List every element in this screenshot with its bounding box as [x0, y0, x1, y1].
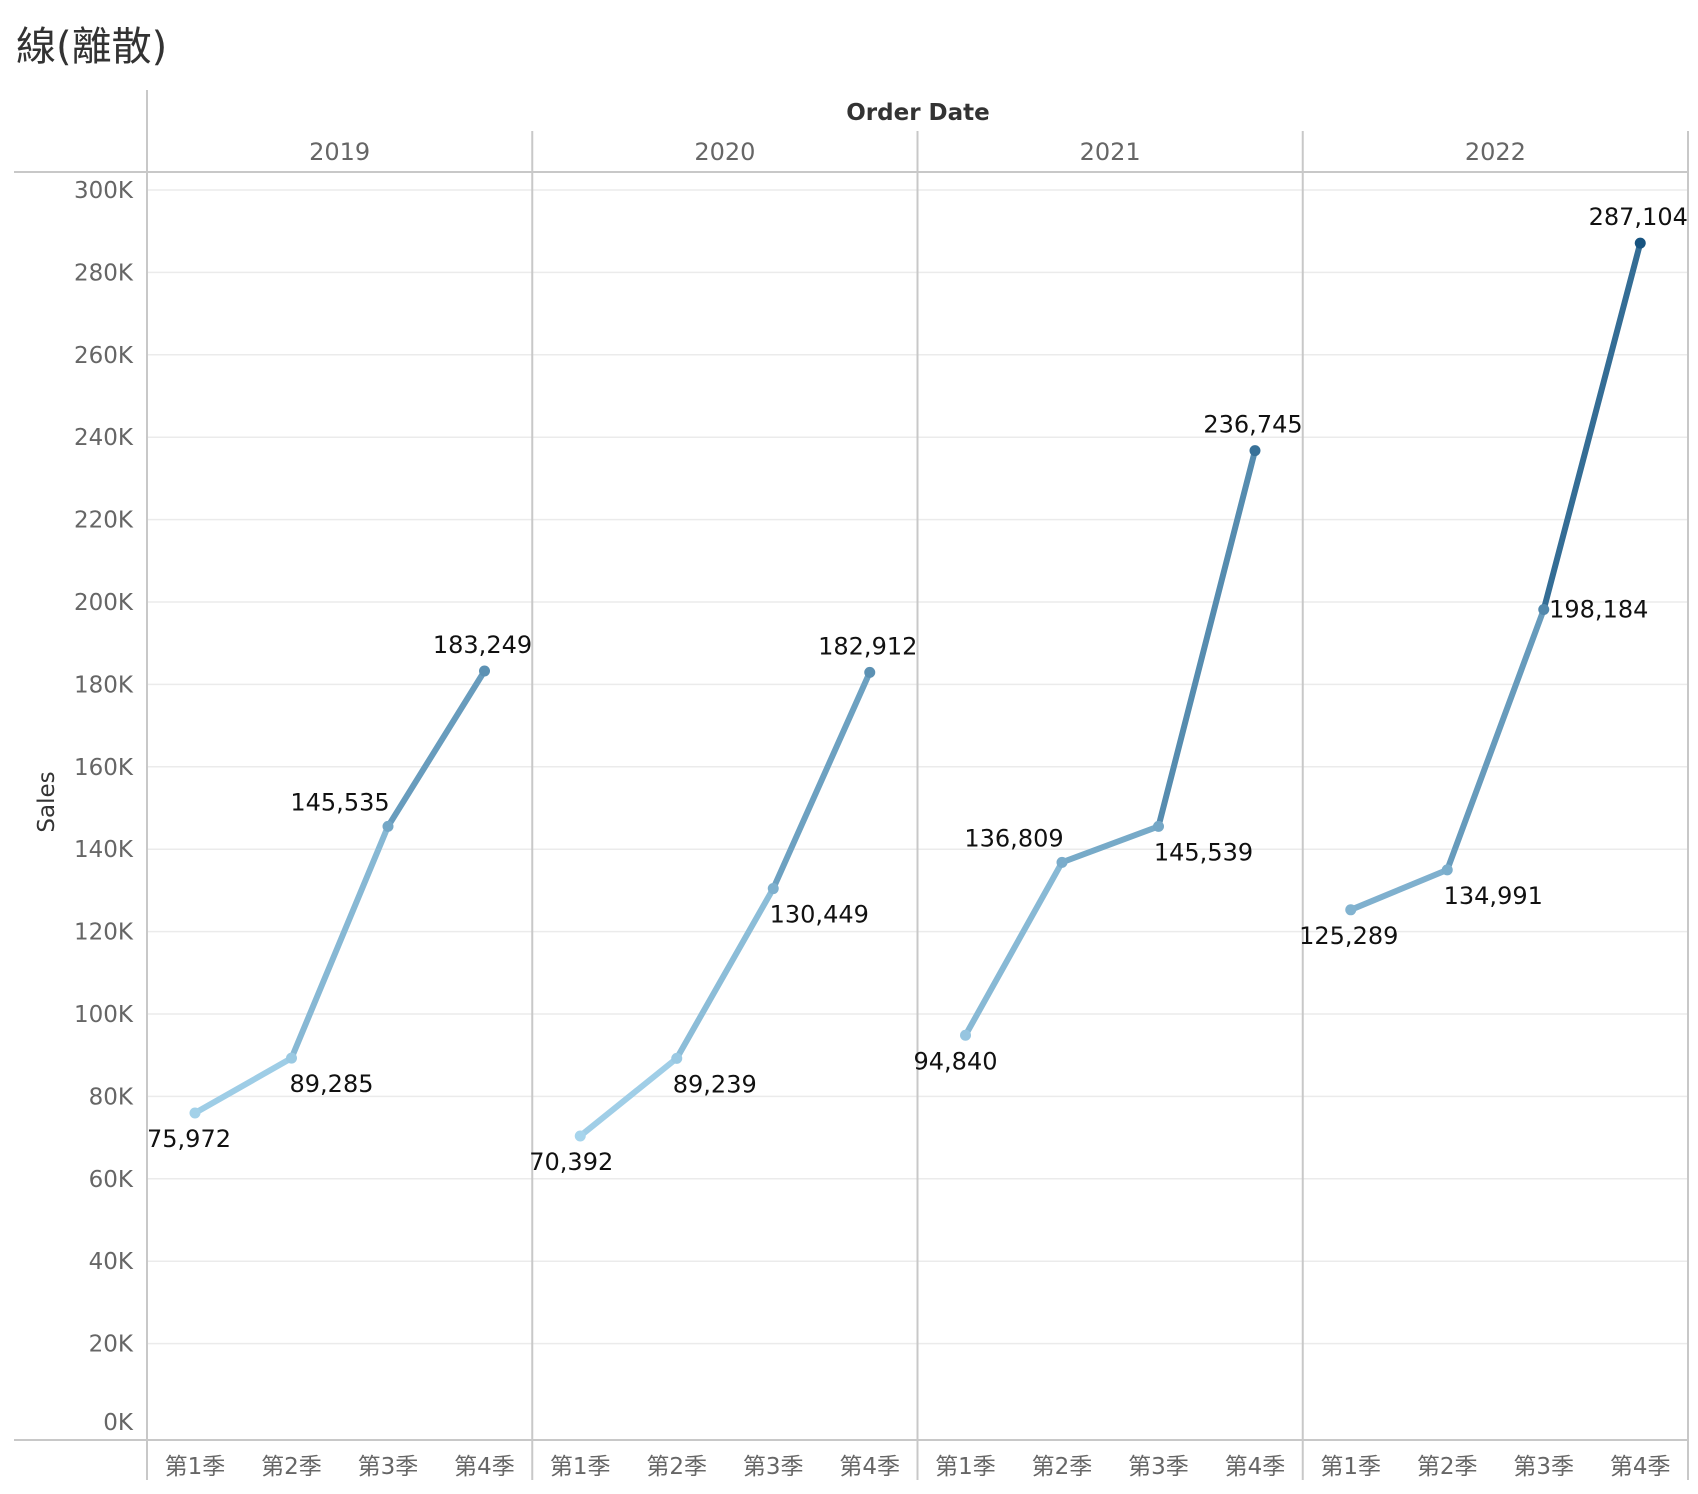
series-line-segment-2019 — [385, 668, 488, 830]
x-tick-label: 第2季 — [1032, 1454, 1093, 1480]
data-label-2021-q2: 136,809 — [964, 824, 1063, 852]
data-label-2019-q2: 89,285 — [290, 1070, 374, 1098]
y-tick-label: 140K — [74, 837, 134, 863]
y-tick-label: 20K — [89, 1332, 134, 1358]
data-label-2020-q4: 182,912 — [818, 632, 917, 660]
data-point-2020-q4 — [864, 666, 876, 678]
y-tick-label: 40K — [89, 1249, 134, 1275]
x-tick-label: 第1季 — [1320, 1454, 1381, 1480]
data-point-2020-q3 — [767, 883, 779, 895]
data-point-2020-q2 — [671, 1052, 683, 1064]
series-line-segment-2020 — [577, 1055, 680, 1139]
data-point-2019-q2 — [286, 1052, 297, 1064]
data-label-2020-q3: 130,449 — [770, 901, 869, 929]
year-header-2021: 2021 — [1080, 138, 1141, 166]
x-tick-label: 第4季 — [1610, 1454, 1671, 1480]
data-label-2022-q2: 134,991 — [1444, 882, 1543, 910]
x-tick-label: 第4季 — [839, 1454, 900, 1480]
data-point-2021-q2 — [1056, 856, 1068, 868]
x-tick-label: 第4季 — [1225, 1454, 1286, 1480]
y-tick-label: 100K — [74, 1002, 134, 1028]
data-point-2019-q1 — [189, 1107, 201, 1119]
y-tick-label: 120K — [74, 920, 134, 946]
y-tick-label: 220K — [74, 508, 134, 534]
data-point-2019-q4 — [479, 665, 490, 677]
y-tick-label: 240K — [74, 425, 134, 451]
y-tick-label: 260K — [74, 343, 134, 369]
y-tick-label: 180K — [74, 672, 134, 698]
y-tick-label: 160K — [74, 755, 134, 781]
series-line-segment-2020 — [770, 669, 873, 892]
data-label-2021-q3: 145,539 — [1154, 838, 1253, 866]
y-tick-label: 300K — [74, 178, 134, 204]
series-line-segment-2022 — [1540, 240, 1644, 613]
series-line-segment-2022 — [1444, 606, 1547, 873]
data-point-2022-q4 — [1634, 237, 1646, 249]
series-line-segment-2019 — [192, 1055, 295, 1116]
chart-title: 線(離散) — [16, 24, 167, 70]
data-label-2019-q1: 75,972 — [147, 1125, 231, 1153]
data-label-2022-q1: 125,289 — [1299, 922, 1398, 950]
y-tick-label: 0K — [103, 1410, 134, 1436]
data-point-2021-q4 — [1249, 445, 1261, 457]
x-tick-label: 第2季 — [261, 1454, 322, 1480]
y-tick-label: 60K — [89, 1167, 134, 1193]
x-tick-label: 第1季 — [165, 1454, 226, 1480]
year-header-2020: 2020 — [694, 138, 755, 166]
series-line-segment-2021 — [1059, 823, 1162, 866]
data-point-2021-q1 — [960, 1029, 971, 1041]
data-label-2022-q4: 287,104 — [1589, 203, 1688, 231]
x-tick-label: 第3季 — [1128, 1454, 1189, 1480]
series-line-segment-2021 — [962, 859, 1065, 1039]
x-tick-label: 第2季 — [1417, 1454, 1478, 1480]
y-tick-label: 80K — [89, 1084, 134, 1110]
data-label-2022-q3: 198,184 — [1549, 595, 1648, 623]
data-point-2019-q3 — [382, 820, 394, 832]
data-point-2020-q1 — [574, 1130, 586, 1142]
x-tick-label: 第1季 — [935, 1454, 996, 1480]
series-line-segment-2022 — [1347, 866, 1451, 913]
series-layer — [189, 237, 1646, 1142]
x-tick-label: 第4季 — [454, 1454, 515, 1480]
x-tick-label: 第3季 — [358, 1454, 419, 1480]
axis-layer: 0K 20K 40K 60K 80K 100K 120K 140K 160K 180K 200K 22… — [74, 138, 1671, 1480]
year-header-2022: 2022 — [1465, 138, 1526, 166]
data-label-2021-q4: 236,745 — [1203, 411, 1302, 439]
frame-layer — [14, 90, 1689, 1480]
x-tick-label: 第1季 — [550, 1454, 611, 1480]
series-line-segment-2020 — [673, 885, 777, 1062]
y-tick-label: 280K — [74, 260, 134, 286]
year-header-2019: 2019 — [309, 138, 370, 166]
label-layer: 75,972 89,285 145,535 183,249 70,392 89,239 13… — [147, 203, 1688, 1176]
data-label-2019-q3: 145,535 — [290, 788, 389, 816]
data-label-2021-q1: 94,840 — [914, 1047, 998, 1075]
y-axis-label: Sales — [34, 771, 60, 832]
x-tick-label: 第3季 — [1513, 1454, 1574, 1480]
series-line-segment-2019 — [288, 823, 391, 1062]
x-tick-label: 第2季 — [646, 1454, 707, 1480]
column-header: Order Date — [846, 100, 990, 126]
data-label-2019-q4: 183,249 — [433, 631, 532, 659]
x-tick-label: 第3季 — [743, 1454, 804, 1480]
data-label-2020-q2: 89,239 — [673, 1070, 757, 1098]
data-point-2021-q3 — [1153, 820, 1164, 832]
data-point-2022-q2 — [1441, 864, 1453, 876]
data-point-2022-q3 — [1538, 603, 1550, 615]
y-tick-label: 200K — [74, 590, 134, 616]
data-label-2020-q1: 70,392 — [529, 1148, 613, 1176]
data-point-2022-q1 — [1345, 904, 1357, 916]
series-line-segment-2021 — [1155, 447, 1258, 830]
